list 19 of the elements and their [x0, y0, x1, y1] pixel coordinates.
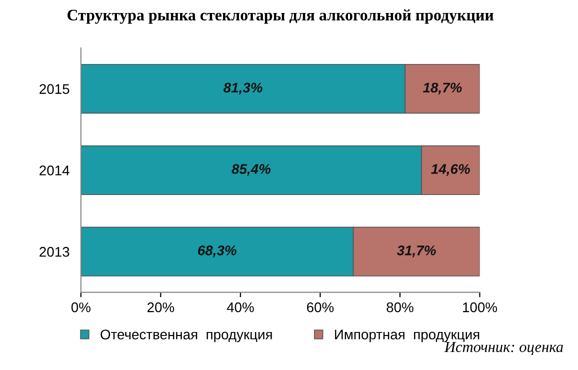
y-tick-label: 2014 — [40, 166, 70, 176]
data-label: 81,3% — [224, 82, 262, 95]
x-tick-label: 60% — [307, 302, 334, 312]
legend-label: Импортная продукция — [335, 330, 480, 342]
data-label: 31,7% — [396, 245, 436, 258]
text: Источник: оценка — [444, 342, 563, 355]
y-tick-label: 2013 — [40, 246, 70, 257]
y-tick-label: 2015 — [40, 84, 70, 94]
x-tick-label: 0% — [71, 302, 90, 312]
legend-label: Отечественная продукция — [100, 330, 272, 342]
x-tick-label: 100% — [463, 302, 498, 312]
x-tick-label: 80% — [386, 302, 414, 312]
x-tick-label: 40% — [226, 302, 254, 312]
data-label: 85,4% — [232, 164, 271, 176]
data-label: 68,3% — [198, 245, 236, 258]
data-label: 14,6% — [431, 164, 470, 176]
data-label: 18,7% — [422, 82, 462, 95]
chart-title: Структура рынка стеклотары для алкогольной продукции — [68, 9, 494, 24]
x-tick-label: 20% — [147, 302, 174, 312]
